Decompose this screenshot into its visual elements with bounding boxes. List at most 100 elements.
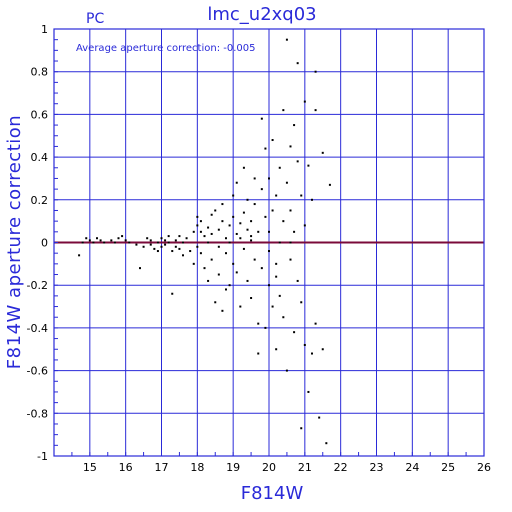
chart-title: lmc_u2xq03 <box>207 4 316 25</box>
data-point-141 <box>314 109 317 112</box>
data-point-96 <box>264 147 267 150</box>
data-point-102 <box>271 139 274 142</box>
data-point-64 <box>225 252 227 255</box>
data-point-28 <box>167 241 170 244</box>
data-point-139 <box>325 442 328 445</box>
data-point-19 <box>149 239 152 242</box>
data-point-43 <box>196 215 199 218</box>
y-tick-label-7: -0.4 <box>27 322 48 335</box>
data-point-39 <box>192 230 195 233</box>
data-point-132 <box>311 198 313 201</box>
plot-frame <box>53 28 485 457</box>
y-tick-label-0: 1 <box>41 23 48 36</box>
x-tick-labels: 15 16 17 18 19 20 21 22 23 24 25 26 <box>83 461 491 474</box>
data-point-120 <box>293 230 296 233</box>
x-tick-label-6: 21 <box>298 461 312 474</box>
data-point-37 <box>185 237 188 240</box>
data-point-10 <box>117 237 120 240</box>
x-tick-label-5: 20 <box>262 461 276 474</box>
y-tick-label-5: 0 <box>41 237 48 250</box>
data-point-46 <box>199 220 202 223</box>
data-point-111 <box>282 316 285 319</box>
data-point-124 <box>300 427 303 430</box>
data-point-83 <box>250 297 253 300</box>
data-point-9 <box>113 241 116 244</box>
data-point-99 <box>268 177 270 180</box>
data-point-38 <box>189 250 192 253</box>
data-point-45 <box>199 252 202 255</box>
data-point-100 <box>271 305 274 308</box>
data-point-30 <box>171 292 174 295</box>
y-tick-label-4: 0.2 <box>31 194 49 207</box>
x-axis-label: F814W <box>241 483 304 504</box>
x-tick-label-9: 24 <box>405 461 419 474</box>
data-point-85 <box>253 177 256 180</box>
data-point-81 <box>246 198 249 201</box>
data-point-4 <box>92 241 95 244</box>
x-tick-label-10: 25 <box>441 461 455 474</box>
data-point-34 <box>178 247 181 250</box>
data-point-97 <box>268 230 270 233</box>
data-point-50 <box>207 241 210 244</box>
data-point-16 <box>142 245 145 248</box>
data-point-94 <box>264 215 267 218</box>
data-point-146 <box>250 235 253 238</box>
data-point-48 <box>203 267 206 270</box>
data-point-47 <box>203 235 206 238</box>
data-point-36 <box>182 254 184 257</box>
annotation-text: Average aperture correction: -0.005 <box>76 43 256 54</box>
data-point-32 <box>174 245 177 248</box>
data-point-44 <box>199 230 202 233</box>
data-point-15 <box>139 267 141 270</box>
data-point-59 <box>217 273 220 276</box>
data-point-109 <box>282 109 285 112</box>
data-point-133 <box>311 352 313 355</box>
x-tick-label-8: 23 <box>370 461 384 474</box>
data-point-137 <box>321 151 324 154</box>
data-point-29 <box>171 250 174 253</box>
data-point-55 <box>214 209 217 212</box>
data-point-76 <box>242 211 245 214</box>
data-point-147 <box>268 250 270 253</box>
data-point-79 <box>246 228 249 231</box>
data-point-118 <box>293 331 296 334</box>
data-point-101 <box>271 209 274 212</box>
data-point-69 <box>232 262 235 265</box>
data-point-62 <box>221 309 224 312</box>
x-tick-label-4: 19 <box>226 461 240 474</box>
data-point-95 <box>264 326 267 329</box>
data-point-131 <box>307 390 310 393</box>
data-point-0 <box>78 254 81 257</box>
y-axis-label: F814W aperture correction <box>4 115 25 369</box>
data-point-63 <box>225 237 227 240</box>
data-point-12 <box>124 239 127 242</box>
data-point-11 <box>121 235 124 238</box>
data-point-5 <box>96 237 98 240</box>
data-point-33 <box>178 235 181 238</box>
data-point-68 <box>232 215 235 218</box>
data-point-84 <box>250 220 253 223</box>
corner-label: PC <box>86 11 104 27</box>
y-tick-label-8: -0.6 <box>27 365 48 378</box>
data-point-130 <box>307 164 310 167</box>
data-point-53 <box>210 232 213 235</box>
data-point-74 <box>239 222 242 225</box>
data-point-26 <box>164 243 167 246</box>
data-point-135 <box>314 322 317 325</box>
data-point-35 <box>182 241 184 244</box>
x-tick-label-7: 22 <box>334 461 348 474</box>
data-point-136 <box>318 416 321 419</box>
data-point-67 <box>228 284 231 287</box>
y-tick-label-6: -0.2 <box>27 279 48 292</box>
data-point-65 <box>225 288 227 291</box>
data-point-86 <box>253 258 256 261</box>
data-point-23 <box>160 237 163 240</box>
data-point-114 <box>285 369 288 372</box>
data-point-25 <box>164 239 167 242</box>
data-point-125 <box>300 194 303 197</box>
data-point-128 <box>303 224 306 227</box>
data-point-119 <box>293 124 296 127</box>
data-point-20 <box>153 247 156 250</box>
data-point-80 <box>246 279 249 282</box>
